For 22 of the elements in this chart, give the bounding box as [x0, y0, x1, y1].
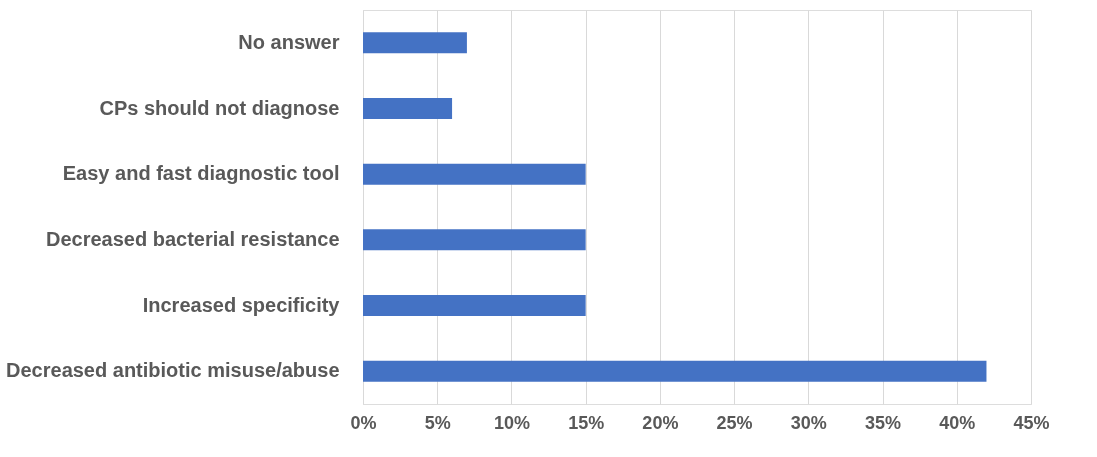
y-tick-label: Increased specificity [142, 293, 341, 316]
y-tick-label: Decreased antibiotic misuse/abuse [6, 359, 340, 382]
bar [363, 360, 987, 382]
bar [363, 97, 453, 120]
y-tick-label: CPs should not diagnose [99, 96, 340, 119]
bar [363, 294, 586, 317]
x-tick-label: 10% [493, 412, 530, 433]
x-tick-label: 25% [716, 412, 753, 433]
x-tick-label: 0% [350, 412, 377, 433]
y-tick-label: No answer [238, 30, 340, 53]
x-tick-label: 35% [865, 412, 902, 433]
bar [363, 229, 586, 251]
bar [363, 163, 586, 185]
x-tick-label: 40% [939, 412, 976, 433]
x-tick-label: 20% [642, 412, 679, 433]
y-tick-label: Decreased bacterial resistance [45, 227, 340, 250]
x-tick-label: 5% [424, 412, 451, 433]
x-tick-label: 15% [568, 412, 605, 433]
y-tick-label: Easy and fast diagnostic tool [62, 162, 340, 185]
x-tick-label: 45% [1013, 412, 1050, 433]
bar [363, 32, 467, 54]
x-tick-label: 30% [790, 412, 827, 433]
